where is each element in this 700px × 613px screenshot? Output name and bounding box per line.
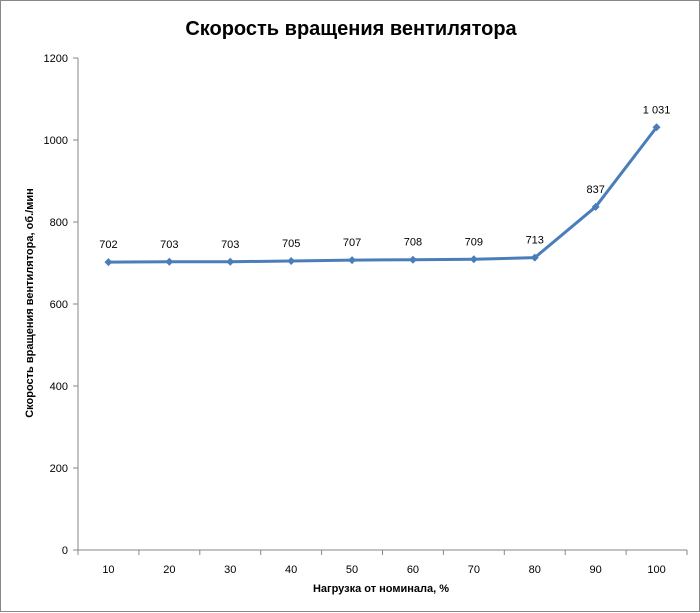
data-label: 707 [343, 237, 361, 249]
x-tick-label: 100 [647, 564, 665, 576]
data-label: 1 031 [643, 104, 671, 116]
data-label: 708 [404, 237, 422, 249]
plot-area: 0 200 400 600 800 1000 1200 10 20 30 40 50 60 70 80 90 1… [44, 53, 688, 576]
data-point [469, 255, 478, 264]
series-line [106, 125, 659, 264]
x-axis-title: Нагрузка от номинала, % [313, 583, 449, 595]
data-label: 703 [221, 239, 239, 251]
x-tick-label: 30 [224, 564, 236, 576]
y-tick-label: 0 [62, 545, 68, 557]
x-tick-label: 90 [590, 564, 602, 576]
data-point [104, 258, 113, 267]
data-point [530, 253, 539, 262]
y-axis-title: Скорость вращения вентилятора, об./мин [24, 188, 36, 418]
data-point [408, 255, 417, 264]
x-tick-label: 20 [163, 564, 175, 576]
data-point [591, 202, 600, 211]
data-point [348, 256, 357, 265]
y-tick-label: 800 [50, 217, 68, 229]
x-tick-label: 70 [468, 564, 480, 576]
y-tick-label: 400 [50, 381, 68, 393]
chart-title: Скорость вращения вентилятора [185, 18, 517, 40]
data-point [652, 123, 661, 132]
x-tick-label: 80 [529, 564, 541, 576]
data-point [165, 257, 174, 266]
y-tick-label: 1200 [44, 53, 68, 65]
data-label: 705 [282, 238, 300, 250]
x-tick-label: 40 [285, 564, 297, 576]
x-tick-label: 50 [346, 564, 358, 576]
data-label: 837 [586, 184, 604, 196]
y-tick-label: 600 [50, 299, 68, 311]
x-tick-label: 60 [407, 564, 419, 576]
y-tick-label: 200 [50, 463, 68, 475]
data-label: 709 [465, 236, 483, 248]
data-point [226, 257, 235, 266]
data-label: 702 [99, 239, 117, 251]
data-label: 703 [160, 239, 178, 251]
data-label: 713 [526, 235, 544, 247]
x-tick-label: 10 [102, 564, 114, 576]
data-point [287, 256, 296, 265]
y-tick-label: 1000 [44, 135, 68, 147]
